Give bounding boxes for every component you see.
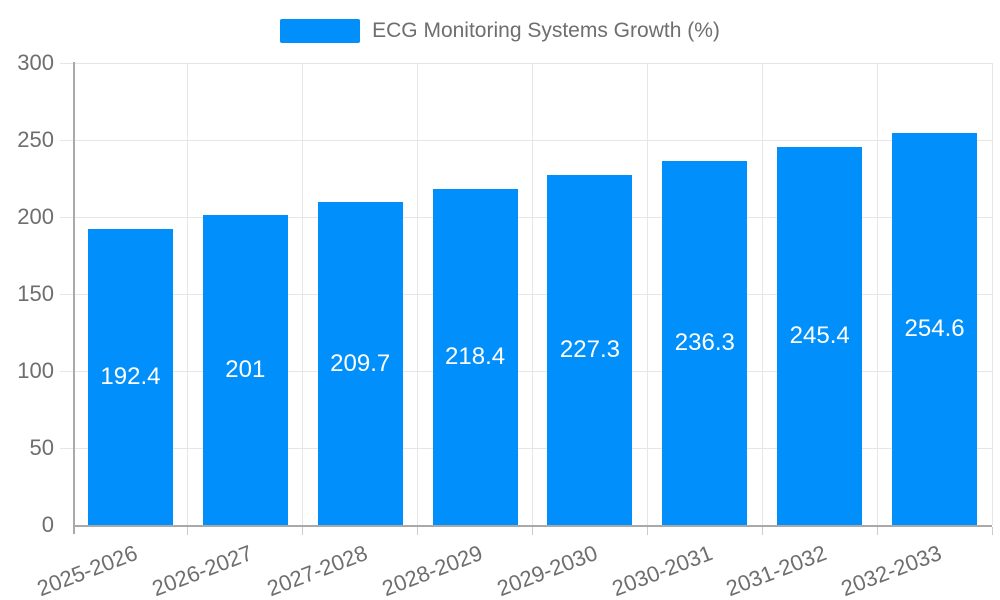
x-axis-category-label: 2031-2032: [723, 540, 831, 600]
legend-item[interactable]: ECG Monitoring Systems Growth (%): [0, 19, 1000, 43]
x-axis-category-label: 2029-2030: [493, 540, 601, 600]
x-gridline: [991, 63, 993, 525]
bar-2029-2030[interactable]: [547, 174, 633, 525]
y-axis-tick-label: 0: [41, 512, 54, 537]
y-axis-tick-label: 50: [29, 435, 54, 460]
y-axis-tick-label: 250: [17, 127, 54, 152]
x-axis-line: [73, 525, 992, 527]
x-axis-category-label: 2030-2031: [608, 540, 716, 600]
x-axis-tick: [187, 527, 189, 535]
bar-2030-2031[interactable]: [662, 161, 748, 525]
x-axis-tick: [761, 527, 763, 535]
bar-2028-2029[interactable]: [432, 188, 518, 525]
x-gridline: [646, 63, 648, 525]
x-axis-tick: [302, 527, 304, 535]
x-axis-tick: [991, 527, 993, 535]
y-gridline: [60, 447, 992, 449]
x-axis-category-label: 2026-2027: [148, 540, 256, 600]
x-axis-category-label: 2027-2028: [263, 540, 371, 600]
bar-2032-2033[interactable]: [892, 132, 978, 525]
x-axis-category-label: 2028-2029: [378, 540, 486, 600]
x-gridline: [876, 63, 878, 525]
x-axis-category-label: 2032-2033: [837, 540, 946, 600]
x-axis-tick: [646, 527, 648, 535]
legend-label: ECG Monitoring Systems Growth (%): [372, 19, 720, 42]
y-gridline: [60, 370, 992, 372]
bar-2025-2026[interactable]: [87, 228, 173, 525]
x-gridline: [187, 63, 189, 525]
y-axis-tick-label: 150: [17, 281, 54, 306]
x-gridline: [417, 63, 419, 525]
y-axis-tick-label: 100: [17, 358, 54, 383]
y-gridline: [60, 139, 992, 141]
x-axis-tick: [876, 527, 878, 535]
y-gridline: [60, 293, 992, 295]
x-gridline: [532, 63, 533, 525]
x-gridline: [761, 63, 763, 525]
y-gridline: [60, 216, 992, 218]
y-axis-tick-label: 200: [17, 204, 54, 229]
x-axis-tick: [532, 527, 533, 535]
bar-2026-2027[interactable]: [202, 215, 288, 525]
x-axis-category-label: 2025-2026: [33, 540, 142, 600]
y-gridline: [60, 62, 992, 64]
y-axis-tick-label: 300: [17, 50, 54, 75]
x-gridline: [302, 63, 304, 525]
y-axis-line: [73, 62, 75, 534]
x-axis-tick: [417, 527, 419, 535]
bar-2031-2032[interactable]: [777, 147, 863, 525]
bar-2027-2028[interactable]: [317, 202, 403, 525]
legend-swatch: [280, 19, 361, 43]
